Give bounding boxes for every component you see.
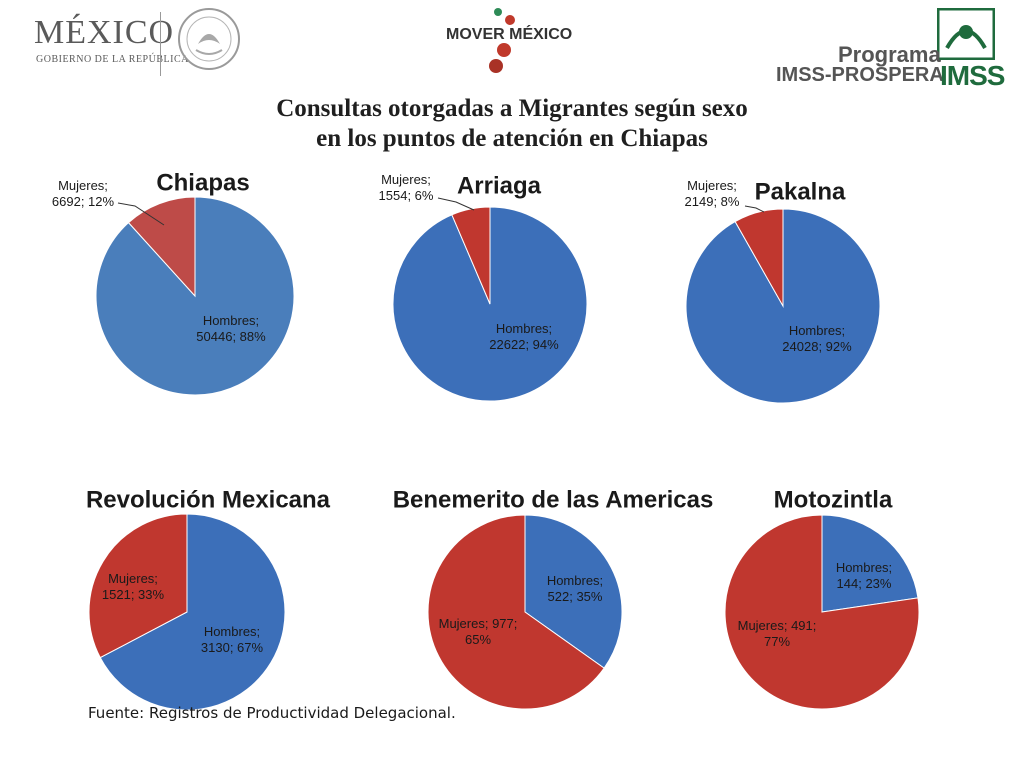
data-label-line: Mujeres; <box>687 178 737 193</box>
source-note: Fuente: Registros de Productividad Deleg… <box>88 704 456 722</box>
data-label-line: Hombres; <box>836 560 892 575</box>
pie-slice-mujeres <box>427 514 605 710</box>
mover-mexico-dots-icon <box>489 8 515 73</box>
data-label-line: 2149; 8% <box>685 194 740 209</box>
programa-text: Programa <box>838 42 941 67</box>
data-label-hombres: Hombres; 22622; 94% <box>489 321 559 352</box>
pie-chart-6: Motozintla Hombres; 144; 23% Mujeres; 491; 7… <box>724 486 920 710</box>
data-label-mujeres: Mujeres; 491; 77% <box>738 618 817 649</box>
data-label-mujeres: Mujeres; 1521; 33% <box>102 571 165 602</box>
slide-title-line-1: Consultas otorgadas a Migrantes según se… <box>276 95 748 122</box>
data-label-hombres: Hombres; 522; 35% <box>547 573 603 604</box>
slide-title-line-2: en los puntos de atención en Chiapas <box>316 125 708 152</box>
data-label-mujeres: Mujeres; 1554; 6% <box>379 172 434 203</box>
pie-slice-hombres <box>821 514 919 613</box>
data-label-line: 77% <box>764 634 790 649</box>
data-label-line: Mujeres; <box>108 571 158 586</box>
leader-line <box>117 202 165 226</box>
data-label-mujeres: Mujeres; 2149; 8% <box>685 178 740 209</box>
leader-line <box>744 205 765 213</box>
mexico-logo-subtitle: GOBIERNO DE LA REPÚBLICA <box>36 54 189 65</box>
data-label-line: Hombres; <box>203 313 259 328</box>
data-label-line: 144; 23% <box>837 576 892 591</box>
data-label-line: Mujeres; <box>381 172 431 187</box>
pie-chart-title: Motozintla <box>774 486 893 513</box>
pie-chart-title: Arriaga <box>457 172 542 199</box>
data-label-hombres: Hombres; 3130; 67% <box>201 624 264 655</box>
pie-chart-title: Benemerito de las Americas <box>393 486 714 513</box>
imss-brand-text: IMSS <box>940 60 1005 91</box>
pie-chart-4: Revolución Mexicana Hombres; 3130; 67% Muje… <box>86 486 331 711</box>
data-label-line: 522; 35% <box>548 589 603 604</box>
national-seal-icon <box>178 8 240 70</box>
data-label-line: 65% <box>465 632 491 647</box>
pie-slice-mujeres <box>88 513 188 659</box>
imss-emblem-icon <box>937 8 995 60</box>
data-label-line: 1521; 33% <box>102 587 165 602</box>
pie-chart-1: Chiapas Hombres; 50446; 88% Mujeres; 6692; 1… <box>52 169 295 396</box>
data-label-line: Hombres; <box>204 624 260 639</box>
pie-slice-mujeres <box>127 196 196 298</box>
pie-chart-3: Pakalna Hombres; 24028; 92% Mujeres; 2149; 8… <box>685 178 881 404</box>
data-label-mujeres: Mujeres; 6692; 12% <box>52 178 115 209</box>
leader-line <box>437 197 475 211</box>
pie-chart-title: Revolución Mexicana <box>86 486 331 513</box>
data-label-mujeres: Mujeres; 977; 65% <box>439 616 518 647</box>
data-label-hombres: Hombres; 24028; 92% <box>782 323 852 354</box>
data-label-line: Hombres; <box>789 323 845 338</box>
slide-title: Consultas otorgadas a Migrantes según se… <box>0 94 1024 154</box>
pie-slice-mujeres <box>451 206 491 305</box>
data-label-line: Mujeres; <box>58 178 108 193</box>
pie-chart-title: Pakalna <box>755 178 846 205</box>
data-label-line: Hombres; <box>496 321 552 336</box>
pie-slice-hombres <box>99 513 286 711</box>
data-label-hombres: Hombres; 144; 23% <box>836 560 892 591</box>
pie-slice-hombres <box>524 514 623 669</box>
header: MÉXICO GOBIERNO DE LA REPÚBLICA MOVER MÉ… <box>0 0 1024 95</box>
imss-prospera-text: IMSS-PROSPERA <box>776 64 944 86</box>
data-label-line: Hombres; <box>547 573 603 588</box>
data-label-line: 6692; 12% <box>52 194 115 209</box>
data-label-line: Mujeres; 977; <box>439 616 518 631</box>
pie-chart-2: Arriaga Hombres; 22622; 94% Mujeres; 1554; 6… <box>379 172 588 402</box>
data-label-line: 1554; 6% <box>379 188 434 203</box>
pie-chart-5: Benemerito de las Americas Hombres; 522; 3… <box>393 486 714 710</box>
mover-mexico-text: MOVER MÉXICO <box>446 26 573 43</box>
data-label-hombres: Hombres; 50446; 88% <box>196 313 266 344</box>
mexico-logo-title: MÉXICO <box>34 14 175 51</box>
pie-slice-mujeres <box>724 514 920 710</box>
pie-chart-title: Chiapas <box>156 169 249 196</box>
data-label-line: 24028; 92% <box>782 339 852 354</box>
pie-slice-mujeres <box>734 208 784 308</box>
data-label-line: 3130; 67% <box>201 640 264 655</box>
logo-divider <box>160 12 161 76</box>
data-label-line: Mujeres; 491; <box>738 618 817 633</box>
data-label-line: 50446; 88% <box>196 329 266 344</box>
data-label-line: 22622; 94% <box>489 337 559 352</box>
